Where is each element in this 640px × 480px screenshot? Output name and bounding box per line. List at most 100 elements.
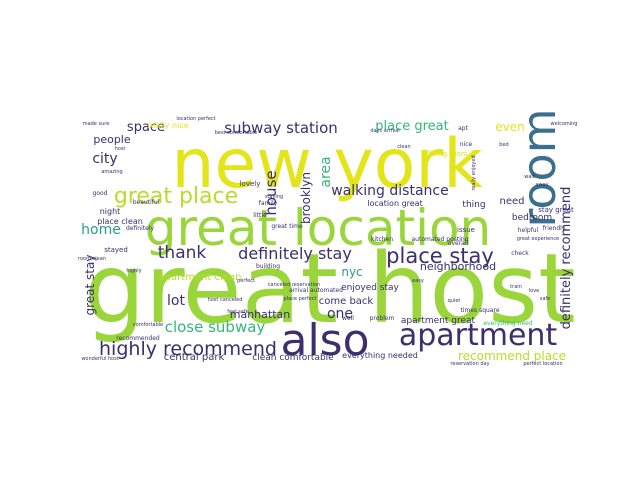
cloud-word: night xyxy=(100,207,121,216)
cloud-word: enjoyed stay xyxy=(341,283,399,293)
cloud-word: highly recommend xyxy=(99,338,277,360)
cloud-word: apartment great xyxy=(401,316,476,326)
cloud-word: check xyxy=(511,250,529,257)
cloud-word: apartment xyxy=(399,318,558,353)
cloud-word: building xyxy=(256,263,280,270)
cloud-word: made sure xyxy=(83,121,110,127)
cloud-word: friendly xyxy=(543,225,566,232)
cloud-word: place stay xyxy=(386,244,494,268)
cloud-word: room xyxy=(512,109,566,228)
cloud-word: clean comfortable xyxy=(252,353,334,363)
cloud-word: feel safe xyxy=(227,309,248,315)
cloud-word: days arrival xyxy=(370,128,399,134)
cloud-word: location perfect xyxy=(176,116,215,122)
cloud-word: room clean xyxy=(78,256,106,262)
cloud-word: definitely stay xyxy=(238,244,352,263)
cloud-word: walking distance xyxy=(331,183,448,199)
cloud-word: amazing xyxy=(101,169,122,175)
cloud-word: automated posting xyxy=(411,236,468,243)
cloud-word: family xyxy=(259,200,278,207)
cloud-word: apartment clean xyxy=(159,272,242,283)
cloud-word: bedroom xyxy=(512,213,552,223)
cloud-word: issue xyxy=(457,226,475,234)
cloud-word: easy xyxy=(412,278,424,284)
cloud-word: bed xyxy=(499,142,508,148)
cloud-word: central park xyxy=(164,352,225,363)
cloud-word: helpful xyxy=(518,227,539,234)
cloud-word: come back xyxy=(319,296,374,307)
cloud-word: also xyxy=(280,315,369,366)
cloud-word: quiet xyxy=(448,298,461,304)
cloud-word: love xyxy=(529,288,539,294)
cloud-word: even xyxy=(495,120,524,134)
cloud-word: wonderful host xyxy=(81,356,118,362)
cloud-word: place clean xyxy=(97,217,143,226)
cloud-word: nice xyxy=(460,141,473,148)
cloud-word: away xyxy=(535,182,548,188)
cloud-word: brooklyn xyxy=(299,172,313,224)
cloud-word: perfect location xyxy=(523,361,562,367)
cloud-word: little xyxy=(253,212,267,219)
cloud-word: overall xyxy=(448,240,469,247)
cloud-word: beautiful xyxy=(133,199,160,206)
cloud-word: great experience xyxy=(517,236,560,242)
cloud-word: stay great xyxy=(538,206,574,214)
cloud-word: best comfortable xyxy=(215,130,258,136)
cloud-word: recommended xyxy=(116,335,160,342)
cloud-word: space xyxy=(127,120,165,135)
cloud-word: safe xyxy=(540,296,551,302)
cloud-word: people xyxy=(93,133,131,146)
cloud-word: lovely xyxy=(240,180,261,188)
cloud-word: great time xyxy=(271,223,303,230)
cloud-word: great place xyxy=(114,184,238,209)
cloud-word: really enjoyed xyxy=(471,155,477,190)
cloud-word: staying xyxy=(265,194,283,200)
cloud-word: area xyxy=(318,156,334,187)
cloud-word: reservation day xyxy=(450,361,489,367)
cloud-word: canceled reservation xyxy=(268,282,320,288)
cloud-word: thing xyxy=(462,200,485,210)
cloud-word: one xyxy=(327,306,353,322)
cloud-word: close subway xyxy=(165,318,266,336)
cloud-word: manhattan xyxy=(230,308,291,321)
cloud-word: apt xyxy=(458,125,468,132)
cloud-word: everything needed xyxy=(342,351,418,360)
cloud-word: kitchen xyxy=(371,236,393,243)
cloud-word: house xyxy=(262,170,280,215)
cloud-word: good xyxy=(93,190,108,197)
cloud-word: stayed xyxy=(104,246,128,254)
cloud-word: definitely recommend xyxy=(559,187,574,330)
cloud-word: perfect xyxy=(237,278,255,284)
cloud-word: highly xyxy=(126,268,141,274)
cloud-word: host xyxy=(115,146,126,152)
cloud-word: really nice xyxy=(147,121,188,130)
cloud-word: everything need xyxy=(483,320,532,327)
cloud-word: welcoming xyxy=(551,121,578,127)
cloud-word: problem xyxy=(370,315,395,322)
cloud-word: new york xyxy=(171,125,483,204)
cloud-word: living room xyxy=(428,150,467,158)
cloud-word: location great xyxy=(367,199,422,208)
cloud-word: walk xyxy=(524,174,536,180)
cloud-word: lot xyxy=(167,293,185,309)
cloud-word: recommend place xyxy=(458,349,566,363)
cloud-word: place perfect xyxy=(284,296,317,302)
cloud-word: train xyxy=(510,284,522,290)
cloud-word: great host xyxy=(84,233,576,345)
cloud-word: subway station xyxy=(224,119,338,137)
cloud-word: host canceled xyxy=(208,297,243,303)
cloud-word: great stay xyxy=(83,255,97,316)
cloud-word: comfortable xyxy=(133,322,163,328)
cloud-word: city xyxy=(92,151,117,167)
cloud-word: clean xyxy=(397,144,410,150)
cloud-word: well xyxy=(342,315,354,322)
cloud-word: great location xyxy=(145,199,491,257)
cloud-word: nyc xyxy=(341,265,362,279)
cloud-word: thank xyxy=(158,243,207,263)
cloud-word: definitely xyxy=(126,225,154,232)
cloud-word: neighborhood xyxy=(420,260,496,273)
cloud-word: home xyxy=(81,222,121,238)
cloud-word: place great xyxy=(375,119,448,134)
